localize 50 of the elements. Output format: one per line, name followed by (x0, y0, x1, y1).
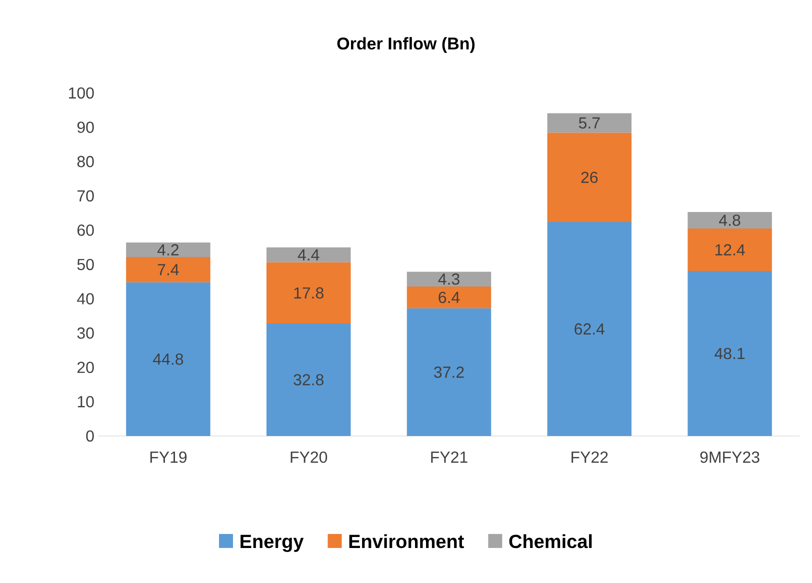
legend-label: Energy (240, 534, 304, 552)
chart-title: Order Inflow (Bn) (337, 37, 475, 53)
data-label: 62.4 (574, 323, 604, 335)
y-tick-label: 50 (77, 258, 94, 270)
data-label: 4.3 (438, 273, 460, 285)
data-label: 37.2 (434, 366, 464, 378)
x-tick-label: 9MFY23 (700, 452, 760, 463)
y-tick-label: 100 (69, 87, 94, 99)
bar (126, 282, 210, 436)
y-tick-label: 10 (78, 396, 94, 408)
data-label: 44.8 (152, 353, 184, 365)
legend-label: Environment (349, 534, 464, 548)
bar (266, 323, 351, 436)
bar (688, 228, 772, 272)
data-label: 4.8 (719, 214, 740, 226)
y-tick-label: 0 (86, 430, 94, 442)
data-label: 4.4 (298, 249, 320, 260)
data-label: 17.8 (294, 287, 324, 299)
y-tick-label: 90 (77, 122, 94, 133)
x-tick-label: FY20 (290, 452, 328, 463)
bar (688, 271, 772, 436)
legend-label: Chemical (509, 534, 592, 548)
data-label: 7.4 (158, 264, 179, 276)
bar (547, 113, 632, 133)
data-label: 32.8 (294, 374, 324, 386)
bar (547, 132, 632, 222)
bar (406, 272, 492, 286)
x-tick-label: FY22 (572, 452, 608, 463)
x-tick-label: FY21 (431, 452, 468, 463)
bar (688, 212, 772, 228)
y-tick-label: 20 (77, 362, 94, 374)
data-label: 4.2 (157, 244, 179, 256)
data-label: 5.7 (578, 117, 600, 129)
bar (406, 286, 492, 308)
data-label: 12.4 (715, 244, 745, 256)
y-tick-label: 30 (77, 327, 94, 339)
bar (406, 308, 492, 436)
x-tick-label: FY19 (150, 452, 187, 463)
y-tick-label: 40 (77, 293, 94, 304)
y-tick-label: 70 (77, 190, 94, 202)
data-label: 48.1 (714, 348, 745, 360)
y-tick-label: 80 (77, 156, 94, 168)
y-tick-label: 60 (77, 224, 94, 236)
bar (266, 247, 351, 262)
data-label: 26 (581, 172, 598, 184)
bar (126, 256, 210, 282)
bar (266, 262, 351, 324)
bar (126, 242, 210, 257)
bar (547, 222, 632, 436)
data-label: 6.4 (438, 292, 460, 304)
